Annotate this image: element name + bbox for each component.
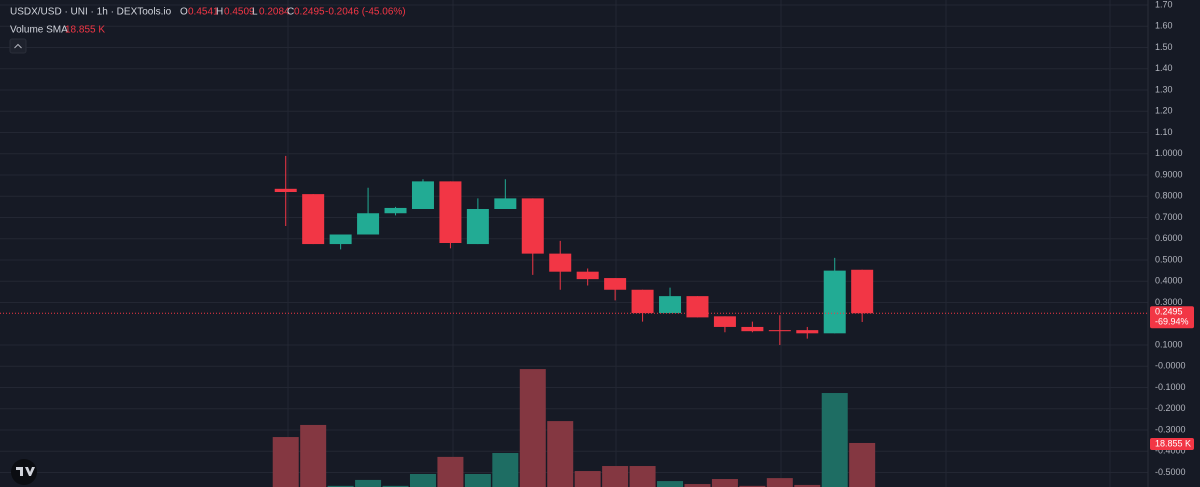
y-tick-label: 1.10 xyxy=(1155,127,1173,137)
candle-body xyxy=(384,207,407,214)
candle-body xyxy=(357,213,380,235)
last-price-label: 0.2495 xyxy=(1155,307,1183,317)
candle-body xyxy=(686,296,709,318)
y-tick-label: 1.20 xyxy=(1155,106,1173,116)
volume-bar xyxy=(711,479,738,487)
candle-body xyxy=(604,278,627,290)
ohlc-key: O xyxy=(180,7,188,18)
y-tick-label: 0.5000 xyxy=(1155,254,1183,264)
y-tick-label: 1.70 xyxy=(1155,0,1173,9)
candle-body xyxy=(549,253,572,272)
volume-bar xyxy=(574,471,601,487)
volume-bar xyxy=(327,485,354,487)
candle-body xyxy=(768,330,791,332)
volume-sma-name: Volume SMA xyxy=(10,25,68,36)
volume-bar xyxy=(821,393,848,487)
ohlc-value: 0.4541 xyxy=(188,7,219,18)
volume-bar xyxy=(657,481,684,487)
collapse-button[interactable] xyxy=(9,38,27,54)
last-change-label: -69.94% xyxy=(1155,317,1189,327)
volume-bar xyxy=(766,478,793,487)
volume-bar xyxy=(794,484,821,487)
volume-bar xyxy=(409,473,436,487)
y-tick-label: 1.0000 xyxy=(1155,148,1183,158)
y-tick-label: 0.9000 xyxy=(1155,169,1183,179)
candle-body xyxy=(494,198,517,209)
candle-body xyxy=(631,289,654,314)
volume-bar xyxy=(602,466,629,487)
y-tick-label: -0.4000 xyxy=(1155,446,1186,456)
y-tick-label: 1.30 xyxy=(1155,84,1173,94)
candle-body xyxy=(302,194,325,245)
volume-bar xyxy=(849,442,876,487)
y-tick-label: 1.60 xyxy=(1155,21,1173,31)
volume-bar xyxy=(629,466,656,487)
ohlc-value: 0.4509 xyxy=(224,7,255,18)
ohlc-key: L xyxy=(252,7,258,18)
y-tick-label: 0.4000 xyxy=(1155,276,1183,286)
volume-bar xyxy=(437,456,464,487)
candle-body xyxy=(741,326,764,332)
price-axis: 1.70 1.60 1.50 1.40 1.30 1.20 1.10 1.0000 0.9000… xyxy=(1150,0,1194,477)
y-tick-label: 0.3000 xyxy=(1155,297,1183,307)
candle-body xyxy=(796,330,819,334)
volume-bar xyxy=(519,369,546,487)
y-tick-label: 0.6000 xyxy=(1155,233,1183,243)
y-tick-label: -0.1000 xyxy=(1155,382,1186,392)
candle-body xyxy=(713,316,736,327)
volume-bar xyxy=(684,484,711,487)
candle-body xyxy=(439,181,462,244)
candle-body xyxy=(329,234,352,245)
y-tick-label: 0.7000 xyxy=(1155,212,1183,222)
volume-bar xyxy=(739,485,766,487)
legend-header: USDX/USD · UNI · 1h · DEXTools.io O 0.45… xyxy=(9,7,406,54)
volume-sma-axis-label: 18.855 K xyxy=(1155,438,1191,448)
volume-bar xyxy=(355,479,382,487)
y-tick-label: -0.5000 xyxy=(1155,467,1186,477)
y-tick-label: 1.40 xyxy=(1155,63,1173,73)
y-tick-label: 0.8000 xyxy=(1155,191,1183,201)
volume-bar xyxy=(272,437,299,487)
ohlc-key: C xyxy=(287,7,294,18)
candle-body xyxy=(466,208,489,245)
candle-body xyxy=(274,188,297,192)
candle-body xyxy=(521,198,544,254)
y-tick-label: -0.2000 xyxy=(1155,403,1186,413)
volume-sma-value: 18.855 K xyxy=(65,25,105,36)
last-price-tag xyxy=(1150,306,1194,329)
chevron-icon xyxy=(14,43,22,49)
volume-bar xyxy=(547,421,574,487)
plot xyxy=(0,4,1148,487)
volume-bar xyxy=(300,424,327,487)
volume-bar xyxy=(492,453,519,487)
volume-bar xyxy=(382,485,409,487)
tradingview-logo xyxy=(11,459,37,485)
candle-body xyxy=(576,271,599,280)
candle-body xyxy=(823,270,846,334)
ohlc-value: 0.2495 xyxy=(294,7,325,18)
y-tick-label: 0.1000 xyxy=(1155,339,1183,349)
volume-bar xyxy=(464,473,491,487)
ohlc-value: 0.2084 xyxy=(259,7,290,18)
symbol-title: USDX/USD · UNI · 1h · DEXTools.io xyxy=(10,7,172,18)
ohlc-key: H xyxy=(216,7,223,18)
candle-body xyxy=(411,181,434,209)
vertical-grid xyxy=(287,0,1111,487)
change: -0.2046 (-45.06%) xyxy=(325,7,406,18)
candle-body xyxy=(659,296,682,314)
y-tick-label: -0.0000 xyxy=(1155,361,1186,371)
volume-sma-tag xyxy=(1150,437,1194,450)
candle-body xyxy=(851,269,874,314)
y-tick-label: -0.3000 xyxy=(1155,424,1186,434)
y-tick-label: 1.50 xyxy=(1155,42,1173,52)
